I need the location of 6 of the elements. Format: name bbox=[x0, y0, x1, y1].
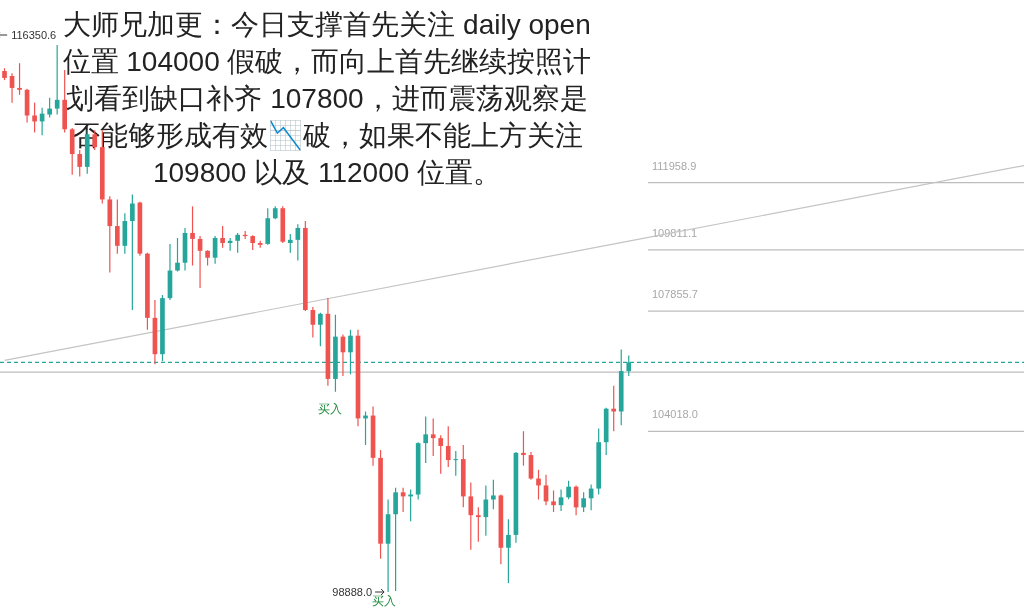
price-label: 116350.6 bbox=[0, 29, 57, 41]
ref-line-label: 111958.9 bbox=[652, 159, 697, 172]
annotation: 98888.0 bbox=[332, 586, 373, 598]
ref-line-label: 104018.0 bbox=[652, 408, 698, 421]
ref-line-label: 107855.7 bbox=[652, 288, 698, 301]
annotation: 买入 bbox=[318, 402, 342, 416]
